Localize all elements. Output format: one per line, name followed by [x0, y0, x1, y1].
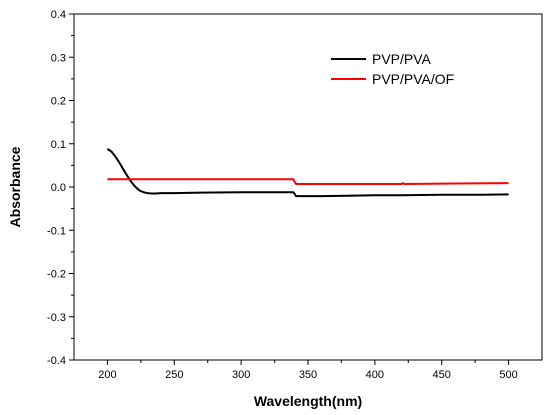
x-axis: 200 250 300 350 400 450 500	[98, 360, 518, 381]
y-tick-label: 0.1	[51, 139, 66, 151]
x-tick-label: 500	[499, 369, 517, 381]
y-axis-title: Absorbance	[7, 146, 23, 227]
y-tick-label: -0.4	[47, 355, 66, 367]
series-line-1	[107, 178, 509, 185]
x-axis-title: Wavelength(nm)	[254, 393, 362, 409]
x-tick-label: 200	[98, 369, 116, 381]
plot-area-frame	[73, 13, 543, 361]
x-tick-label: 250	[165, 369, 183, 381]
x-tick-label: 400	[366, 369, 384, 381]
x-tick-label: 300	[232, 369, 250, 381]
legend: PVP/PVA PVP/PVA/OF	[331, 51, 454, 87]
y-tick-label: 0.3	[51, 52, 66, 64]
y-tick-label: -0.2	[47, 269, 66, 281]
series-line-0	[106, 148, 509, 198]
y-tick-label: 0.2	[51, 96, 66, 108]
y-tick-label: 0.0	[51, 182, 66, 194]
y-tick-label: -0.1	[47, 225, 66, 237]
legend-label-pvp-pva-of: PVP/PVA/OF	[372, 71, 454, 87]
y-axis: -0.4 -0.3 -0.2 -0.1 0.0 0.1 0.2 0.3 0.4	[47, 9, 74, 367]
x-tick-label: 350	[299, 369, 317, 381]
y-tick-label: 0.4	[51, 9, 66, 21]
x-tick-label: 450	[433, 369, 451, 381]
series-layer	[106, 148, 509, 198]
legend-label-pvp-pva: PVP/PVA	[372, 51, 432, 67]
y-tick-label: -0.3	[47, 312, 66, 324]
